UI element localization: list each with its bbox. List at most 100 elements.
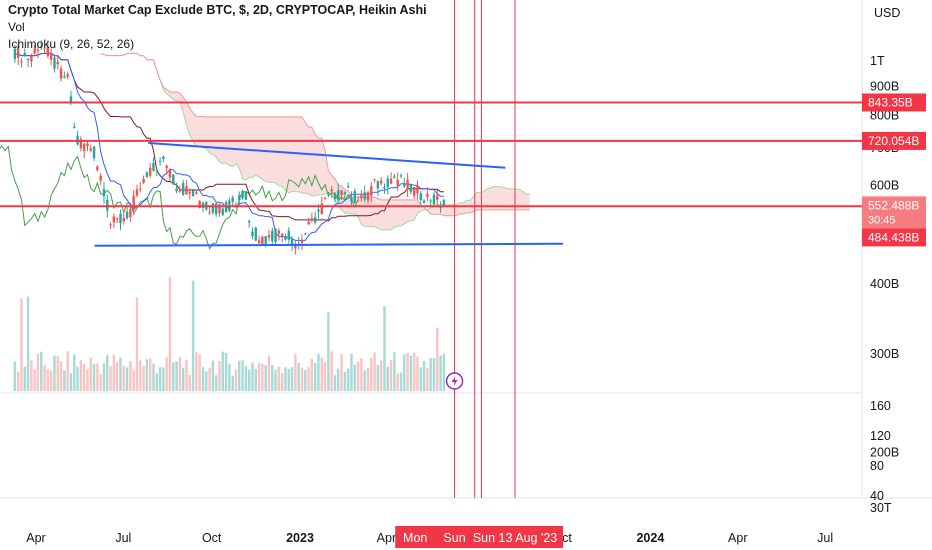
candle-body [139,188,142,190]
level-badge-label: 720.054B [868,134,919,148]
candle-body [102,189,106,197]
volume-bar [59,361,63,391]
date-badge [467,526,564,548]
candle-body [251,231,254,237]
volume-bar [241,360,244,391]
candle-body [247,221,251,223]
candle-body [135,189,139,196]
volume-bar [439,355,442,391]
volume-bar [20,298,23,391]
candle-body [36,49,40,52]
volume-bar [307,366,310,391]
volume-bar [247,369,251,391]
volume-bar [155,373,158,391]
candle-body [284,236,287,240]
candle-body [231,197,234,202]
candle-body [56,61,59,65]
date-badge-label: Sun [443,531,465,545]
volume-bar [370,357,373,391]
candle-body [426,193,429,197]
candle-body [73,126,76,129]
volume-bar [33,369,36,391]
volume-bar [383,306,386,391]
candle-body [46,47,50,56]
candle-body [172,174,175,184]
volume-bar [376,364,380,391]
volume-bar [360,358,363,391]
x-tick-label: Apr [26,531,45,545]
y-tick-label: 1T [870,54,885,68]
volume-bar [419,367,422,391]
candle-body [386,178,389,188]
volume-bar [66,351,69,391]
candle-body [208,211,211,213]
volume-bar [139,360,142,391]
candle-body [92,146,96,158]
volume-bar [69,373,73,391]
volume-bar [63,370,66,391]
volume-bar [76,366,79,391]
volume-bar [290,367,294,391]
x-tick-label: 2023 [286,531,314,545]
candle-body [152,162,155,171]
volume-bar [287,369,290,391]
candle-body [115,218,119,220]
volume-bar [340,354,343,391]
volume-bar [300,367,304,391]
candle-body [429,200,432,202]
volume-bar [16,371,20,391]
candle-body [86,143,89,146]
candle-body [254,227,257,241]
ichimoku-span-a [100,52,530,231]
volume-bar [92,364,96,391]
volume-bar [125,367,129,391]
candle-body [125,211,129,219]
volume-bar [112,354,116,391]
date-badge [395,526,436,548]
volume-bar [257,363,261,391]
volume-bar [373,352,376,391]
volume-bar [175,361,178,391]
volume-bar [416,356,419,391]
volume-bar [403,354,406,391]
candle-body [155,169,158,171]
candle-body [353,191,356,203]
y-tick-label: 40 [870,489,884,503]
volume-bar [442,353,446,391]
candle-body [432,194,436,205]
candle-body [148,167,152,176]
volume-bar [158,367,162,391]
volume-bar [96,363,99,391]
candle-body [383,186,386,189]
ichimoku-kijun [14,52,444,222]
volume-bar [280,373,284,391]
volume-bar [221,351,224,391]
volume-bar [181,367,185,391]
volume-bar [294,354,297,391]
x-tick-label: Jul [817,531,833,545]
candle-body [129,209,132,217]
volume-bar [198,354,201,391]
candle-body [370,186,373,196]
candle-body [274,228,277,243]
volume-bar [317,353,320,391]
candle-body [323,197,327,199]
volume-bar [261,363,264,391]
candle-body [337,190,340,199]
volume-bar [99,374,102,391]
y-tick-label: 300B [870,347,899,361]
volume-bar [271,365,274,391]
candle-body [82,143,86,151]
candle-body [178,190,182,192]
candle-body [158,160,162,162]
candle-body [132,195,135,210]
candle-body [363,192,366,200]
candle-body [294,244,297,249]
volume-bar [396,373,399,391]
volume-bar [432,357,436,391]
candle-body [106,199,109,211]
candle-body [33,48,36,54]
volume-bar [224,353,228,391]
volume-bar [188,374,191,391]
